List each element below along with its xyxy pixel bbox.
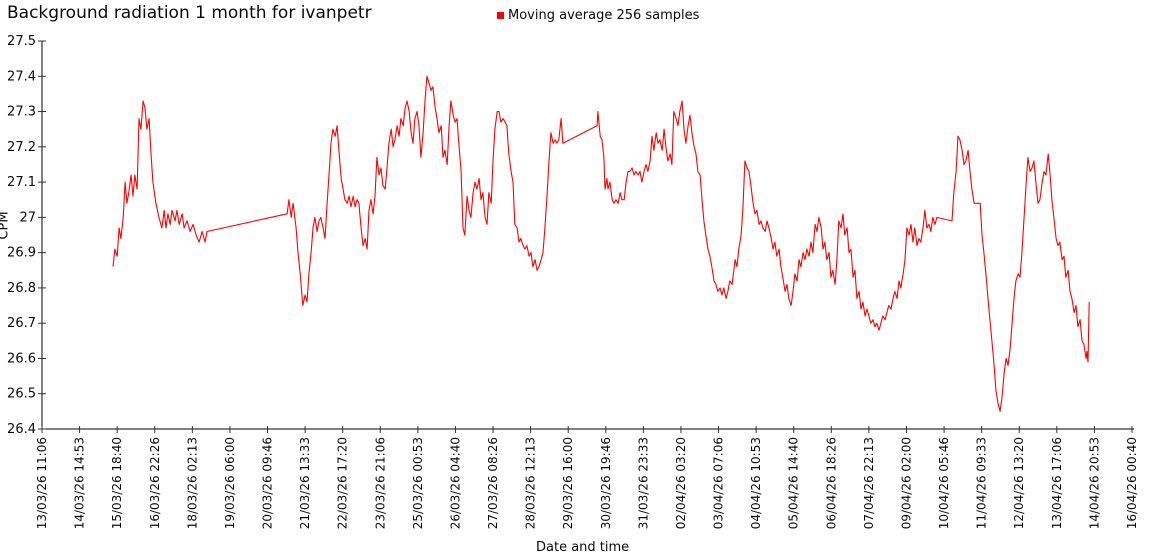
x-tick-label: 05/04/26 14:40 bbox=[787, 437, 801, 529]
x-tick-label: 30/03/26 19:46 bbox=[599, 437, 613, 529]
x-tick-label: 13/04/26 17:06 bbox=[1050, 437, 1064, 529]
y-tick-label: 26.9 bbox=[7, 246, 36, 261]
x-tick-label: 26/03/26 04:40 bbox=[448, 437, 462, 529]
x-tick-label: 09/04/26 02:00 bbox=[899, 437, 913, 529]
x-tick-label: 16/04/26 00:40 bbox=[1125, 437, 1139, 529]
x-tick-label: 14/04/26 20:53 bbox=[1087, 437, 1101, 529]
x-tick-label: 11/04/26 09:33 bbox=[975, 437, 989, 529]
y-tick-label: 26.7 bbox=[7, 316, 36, 331]
x-tick-label: 18/03/26 02:13 bbox=[185, 437, 199, 529]
x-tick-label: 21/03/26 13:33 bbox=[298, 437, 312, 529]
x-tick-label: 22/03/26 17:20 bbox=[336, 437, 350, 529]
x-axis-title: Date and time bbox=[536, 540, 630, 555]
x-tick-label: 15/03/26 18:40 bbox=[110, 437, 124, 529]
x-tick-label: 06/04/26 18:26 bbox=[824, 437, 838, 529]
y-tick-label: 26.4 bbox=[7, 422, 36, 437]
legend: Moving average 256 samples bbox=[497, 8, 699, 23]
legend-marker-square bbox=[497, 12, 504, 19]
series-line bbox=[112, 75, 1090, 412]
y-tick-label: 26.8 bbox=[7, 281, 36, 296]
x-tick-label: 25/03/26 00:53 bbox=[411, 437, 425, 529]
y-tick-label: 27.4 bbox=[7, 69, 36, 84]
y-axis-title: CPM bbox=[0, 211, 12, 240]
x-tick-label: 29/03/26 16:00 bbox=[561, 437, 575, 529]
axis-lines bbox=[41, 41, 1134, 430]
x-tick-label: 03/04/26 07:06 bbox=[712, 437, 726, 529]
y-tick-label: 27.2 bbox=[7, 140, 36, 155]
x-tick-label: 07/04/26 22:13 bbox=[862, 437, 876, 529]
x-tick-label: 27/03/26 08:26 bbox=[486, 437, 500, 529]
x-tick-label: 19/03/26 06:00 bbox=[223, 437, 237, 529]
chart-title: Background radiation 1 month for ivanpet… bbox=[7, 3, 372, 23]
y-tick-label: 27.1 bbox=[7, 175, 36, 190]
x-tick-label: 20/03/26 09:46 bbox=[261, 437, 275, 529]
x-tick-label: 16/03/26 22:26 bbox=[148, 437, 162, 529]
x-tick-label: 13/03/26 11:06 bbox=[35, 437, 49, 529]
x-tick-label: 28/03/26 12:13 bbox=[524, 437, 538, 529]
x-tick-label: 23/03/26 21:06 bbox=[373, 437, 387, 529]
x-tick-label: 12/04/26 13:20 bbox=[1012, 437, 1026, 529]
x-tick-label: 14/03/26 14:53 bbox=[73, 437, 87, 529]
y-tick-label: 27 bbox=[19, 210, 36, 225]
x-tick-label: 04/04/26 10:53 bbox=[749, 437, 763, 529]
x-tick-label: 31/03/26 23:33 bbox=[636, 437, 650, 529]
y-tick-label: 27.3 bbox=[7, 105, 36, 120]
x-tick-label: 10/04/26 05:46 bbox=[937, 437, 951, 529]
legend-series-label: Moving average 256 samples bbox=[508, 8, 700, 23]
y-tick-label: 26.5 bbox=[7, 387, 36, 402]
y-tick-label: 27.5 bbox=[7, 34, 36, 49]
y-tick-label: 26.6 bbox=[7, 351, 36, 366]
x-tick-label: 02/04/26 03:20 bbox=[674, 437, 688, 529]
